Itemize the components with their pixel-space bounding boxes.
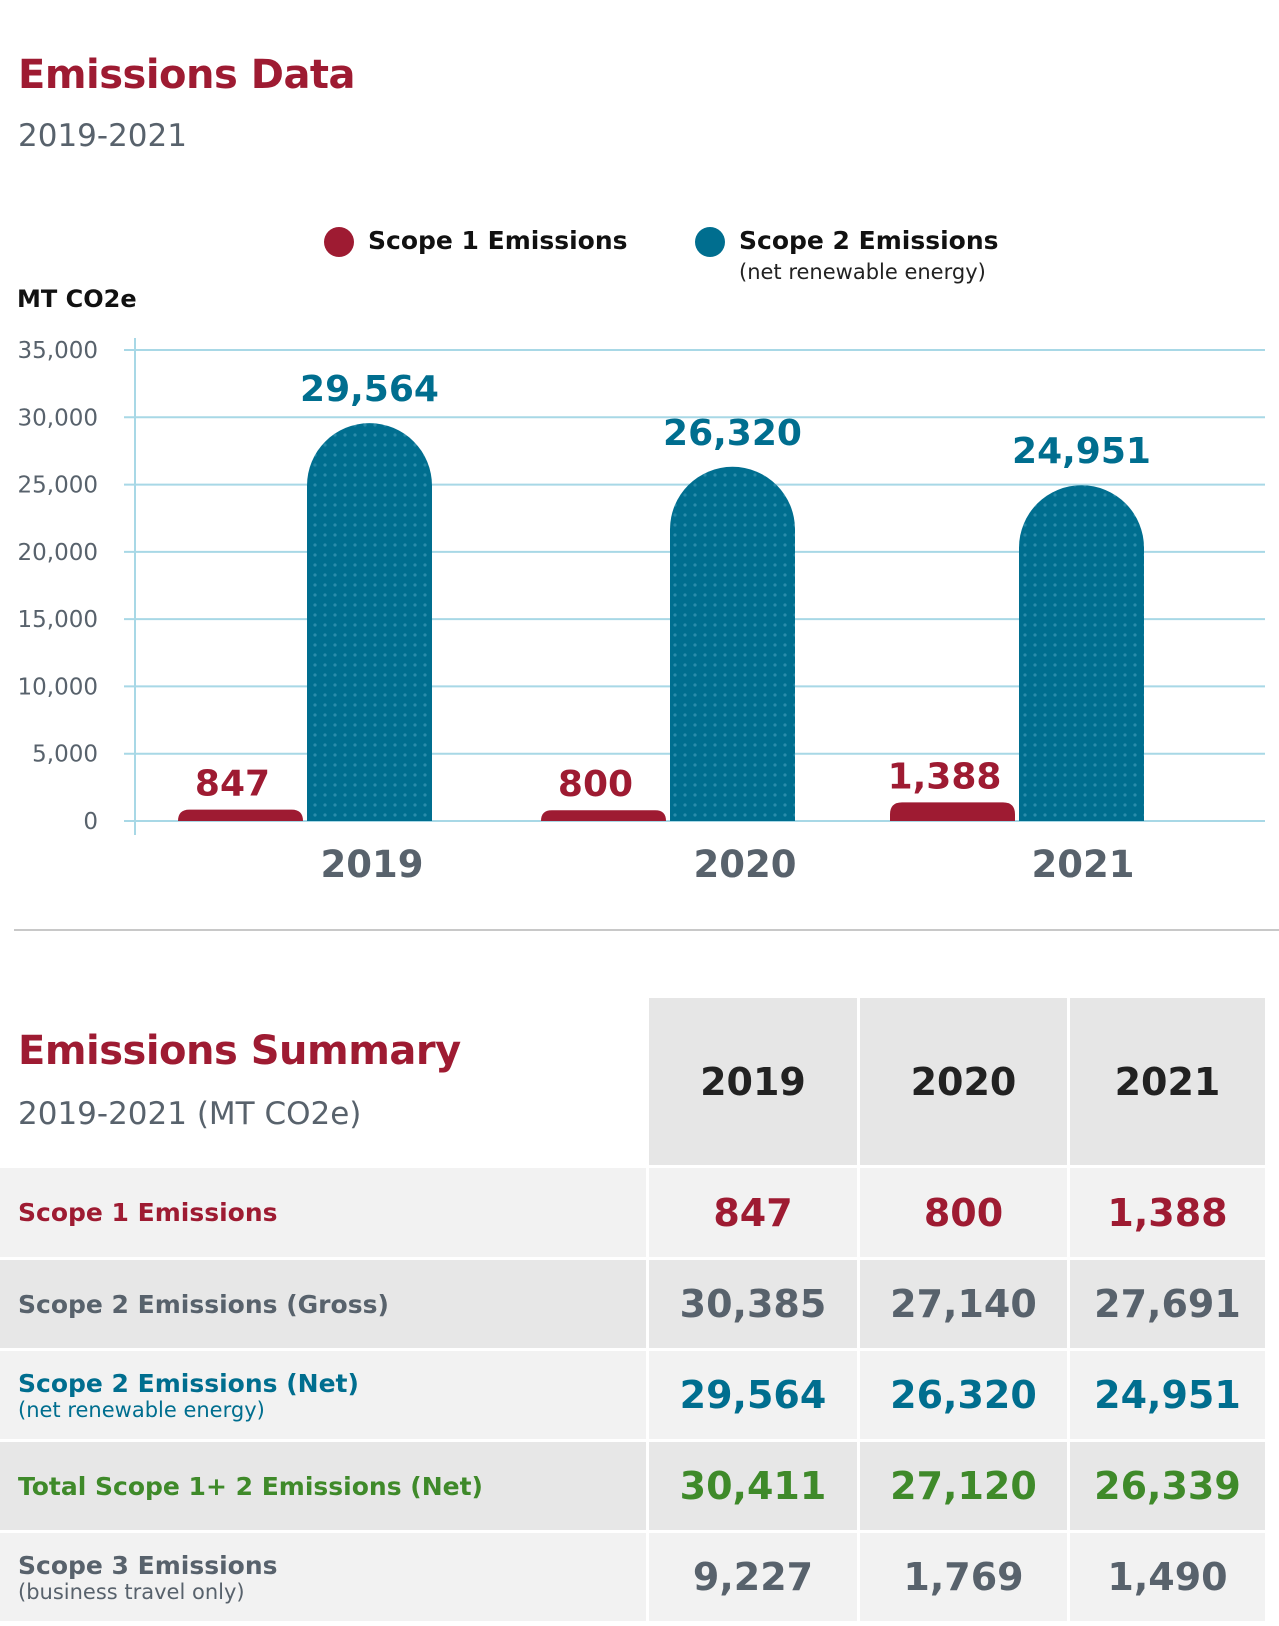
data-label-scope1: 847 [195, 764, 270, 805]
y-tick-label: 10,000 [18, 674, 98, 700]
cell-value: 30,411 [646, 1439, 857, 1530]
page-title: Emissions Data [18, 52, 356, 98]
table-row: Total Scope 1+ 2 Emissions (Net) 30,411 27… [0, 1439, 1265, 1530]
table-row: Scope 1 Emissions 847 800 1,388 [0, 1165, 1265, 1257]
row-label-text: Total Scope 1+ 2 Emissions (Net) [18, 1471, 483, 1501]
cell-value: 27,120 [857, 1439, 1067, 1530]
section-divider [14, 929, 1279, 931]
table-header-row: 2019 2020 2021 [0, 998, 1265, 1165]
bar-scope2 [307, 423, 432, 821]
header-2021: 2021 [1067, 998, 1265, 1165]
row-label: Scope 2 Emissions (Gross) [0, 1257, 646, 1348]
bar-scope1 [541, 810, 666, 821]
row-label-text: Scope 2 Emissions (Gross) [18, 1289, 389, 1319]
row-label: Scope 1 Emissions [0, 1165, 646, 1257]
legend-scope1: Scope 1 Emissions [368, 226, 628, 255]
cell-value: 27,691 [1067, 1257, 1265, 1348]
data-label-scope1: 1,388 [888, 756, 1002, 797]
page-subtitle: 2019-2021 [18, 118, 187, 154]
cell-value: 1,769 [857, 1530, 1067, 1621]
bar-chart: 0 5,000 10,000 15,000 20,000 25,000 30,000 35,0… [18, 338, 1265, 886]
legend-scope2: Scope 2 Emissions [739, 226, 999, 255]
cell-value: 27,140 [857, 1257, 1067, 1348]
row-label: Scope 3 Emissions (business travel only) [0, 1530, 646, 1621]
bar-scope1 [890, 802, 1015, 821]
summary-table: 2019 2020 2021 Scope 1 Emissions 847 800 1,… [0, 998, 1265, 1621]
data-label-scope2: 24,951 [1012, 431, 1151, 472]
y-tick-label: 15,000 [18, 607, 98, 633]
row-label: Total Scope 1+ 2 Emissions (Net) [0, 1439, 646, 1530]
legend-scope2-note: (net renewable energy) [739, 260, 986, 284]
x-tick-label: 2019 [321, 843, 424, 886]
cell-value: 800 [857, 1165, 1067, 1257]
header-2019: 2019 [646, 998, 857, 1165]
cell-value: 1,490 [1067, 1530, 1265, 1621]
scope1-legend-dot-icon [324, 227, 354, 257]
y-tick-label: 5,000 [32, 742, 98, 768]
summary-subtitle: 2019-2021 (MT CO2e) [18, 1096, 362, 1132]
data-label-scope2: 29,564 [300, 369, 439, 410]
cell-value: 847 [646, 1165, 857, 1257]
bar-scope2 [670, 466, 795, 821]
y-tick-label: 20,000 [18, 540, 98, 566]
y-tick-label: 25,000 [18, 473, 98, 499]
cell-value: 24,951 [1067, 1348, 1265, 1439]
row-label: Scope 2 Emissions (Net) (net renewable en… [0, 1348, 646, 1439]
data-label-scope1: 800 [558, 764, 633, 805]
summary-title: Emissions Summary [18, 1028, 461, 1074]
row-label-note: (net renewable energy) [18, 1397, 265, 1422]
cell-value: 30,385 [646, 1257, 857, 1348]
bar-scope1 [178, 809, 303, 821]
cell-value: 9,227 [646, 1530, 857, 1621]
bar-scope2 [1019, 485, 1144, 821]
table-row: Scope 2 Emissions (Net) (net renewable en… [0, 1348, 1265, 1439]
scope2-legend-dot-icon [695, 227, 725, 257]
row-label-note: (business travel only) [18, 1579, 245, 1604]
x-tick-label: 2021 [1032, 843, 1135, 886]
table-row: Scope 2 Emissions (Gross) 30,385 27,140 27,… [0, 1257, 1265, 1348]
y-tick-label: 0 [83, 809, 98, 835]
x-tick-label: 2020 [694, 843, 797, 886]
cell-value: 26,339 [1067, 1439, 1265, 1530]
table-row: Scope 3 Emissions (business travel only) 9… [0, 1530, 1265, 1621]
row-label-text: Scope 1 Emissions [18, 1198, 278, 1227]
y-axis-label: MT CO2e [17, 285, 137, 313]
cell-value: 29,564 [646, 1348, 857, 1439]
row-label-text: Scope 2 Emissions (Net) [18, 1368, 359, 1398]
header-2020: 2020 [857, 998, 1067, 1165]
cell-value: 26,320 [857, 1348, 1067, 1439]
row-label-text: Scope 3 Emissions [18, 1550, 278, 1580]
y-tick-label: 35,000 [18, 338, 98, 364]
cell-value: 1,388 [1067, 1165, 1265, 1257]
y-tick-label: 30,000 [18, 405, 98, 431]
data-label-scope2: 26,320 [663, 413, 802, 454]
